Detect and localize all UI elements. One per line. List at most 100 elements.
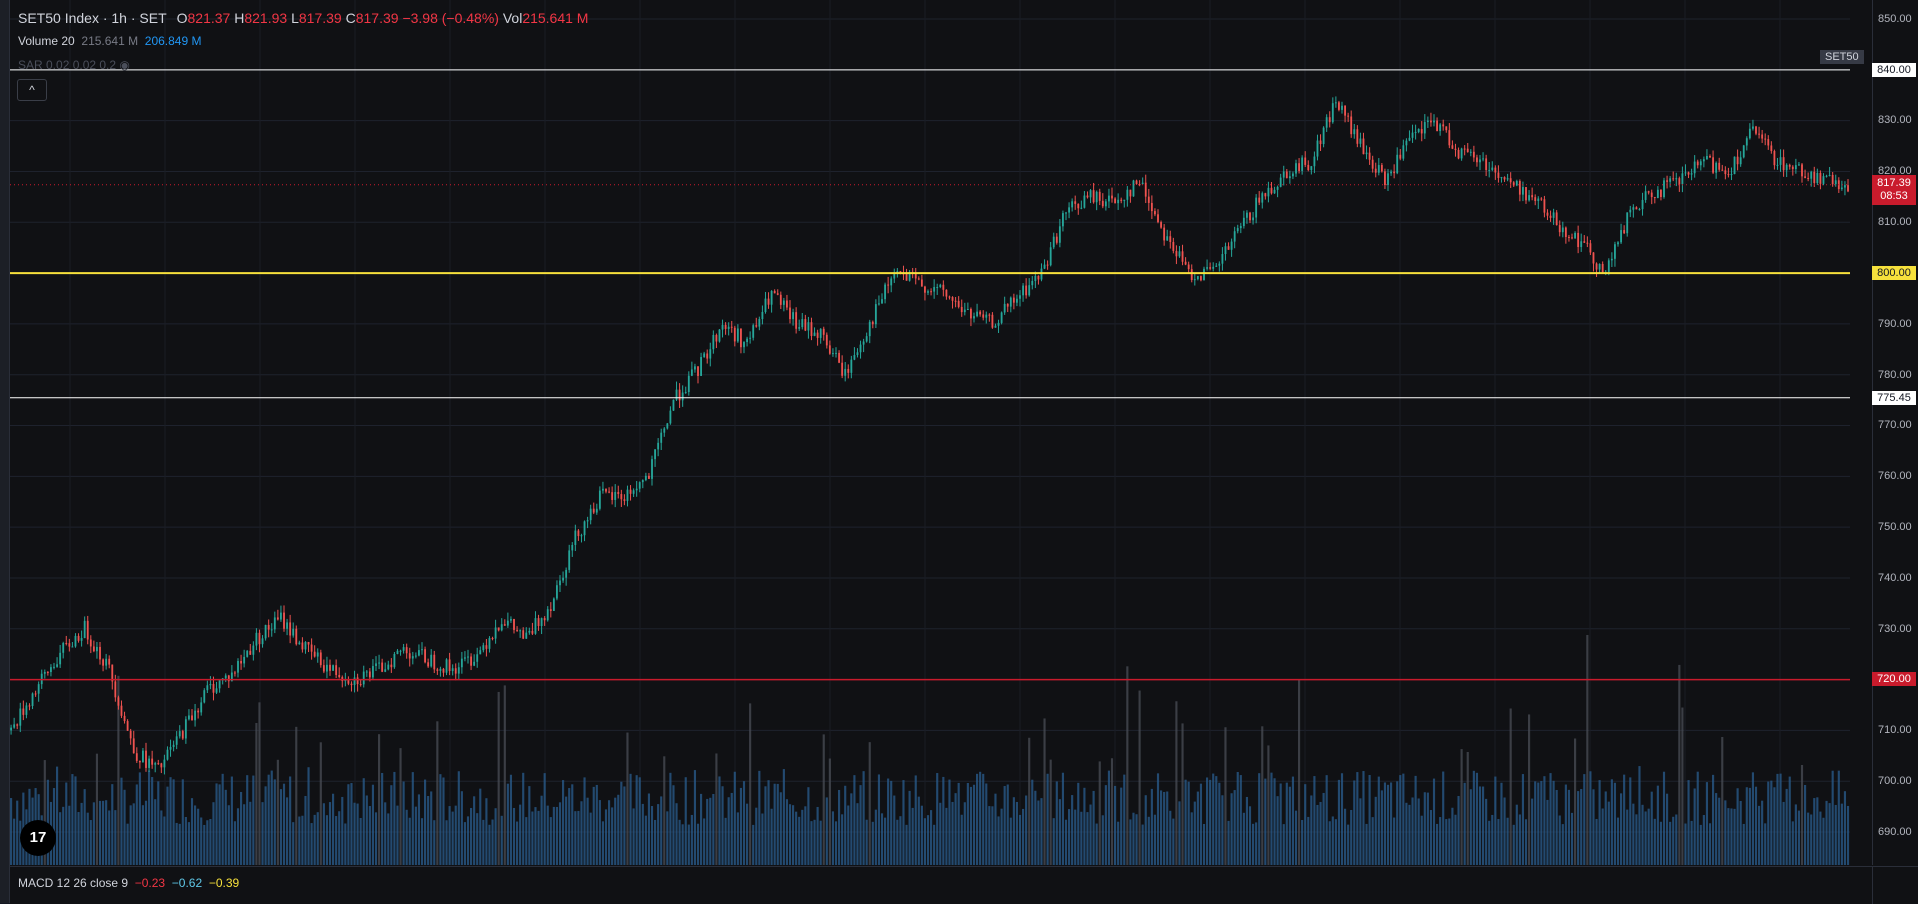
candle-body <box>1739 157 1742 165</box>
candle-body <box>390 664 393 668</box>
volume-bar <box>1068 809 1071 865</box>
macd-legend[interactable]: MACD 12 26 close 9 −0.23 −0.62 −0.39 <box>18 876 239 890</box>
volume-bar <box>1199 783 1203 865</box>
volume-bar <box>1616 817 1620 865</box>
candle-body <box>1773 151 1776 166</box>
candle-body <box>1506 178 1509 180</box>
candle-body <box>77 635 80 641</box>
chart-canvas[interactable] <box>10 0 1872 865</box>
tradingview-logo-icon[interactable]: 17 <box>20 820 56 856</box>
candle-body <box>954 300 957 302</box>
candle-body <box>841 362 844 376</box>
low-label: L <box>291 10 299 26</box>
price-axis[interactable] <box>1872 0 1918 865</box>
level-775-tag[interactable]: 775.45 <box>1872 391 1916 405</box>
candle-body <box>1288 176 1291 179</box>
volume-bar <box>1589 771 1592 865</box>
candle-body <box>1157 214 1159 223</box>
volume-bar <box>920 805 923 865</box>
volume-bar <box>362 778 365 865</box>
volume-bar <box>739 787 743 865</box>
candle-body <box>1380 165 1383 172</box>
volume-bar <box>1819 811 1822 865</box>
volume-bar <box>1601 808 1604 865</box>
hidden-eye-icon[interactable]: ◉ <box>119 58 130 72</box>
candle-body <box>387 664 390 670</box>
candle-body <box>491 638 494 640</box>
candle-body <box>135 753 138 761</box>
volume-bar <box>316 812 319 865</box>
volume-bar <box>1380 790 1383 865</box>
volume-bar <box>1840 803 1843 865</box>
volume-bar <box>736 812 739 865</box>
volume-bar <box>56 766 59 865</box>
level-800-tag[interactable]: 800.00 <box>1872 266 1916 280</box>
left-toolbar-strip[interactable] <box>0 0 10 903</box>
candle-body <box>1755 126 1757 134</box>
volume-bar <box>436 721 439 865</box>
candle-body <box>792 312 794 320</box>
volume-bar <box>595 784 598 865</box>
macd-pane[interactable] <box>10 866 1872 904</box>
candle-body <box>316 652 319 657</box>
candle-body <box>1147 196 1150 203</box>
axis-tick: 710.00 <box>1878 724 1912 736</box>
volume-bar <box>135 784 138 865</box>
candle-body <box>1810 171 1813 179</box>
sar-legend[interactable]: SAR 0.02 0.02 0.2 ◉ <box>18 58 130 72</box>
volume-bar <box>1506 817 1509 865</box>
volume-bar <box>1319 801 1322 865</box>
candle-body <box>1034 275 1037 281</box>
candle-body <box>871 321 874 325</box>
volume-bar <box>267 774 270 865</box>
volume-bar <box>350 783 353 865</box>
candle-body <box>1509 178 1512 183</box>
candle-body <box>1788 164 1791 167</box>
volume-bar <box>402 781 405 865</box>
candle-body <box>1745 138 1748 146</box>
collapse-legend-button[interactable]: ^ <box>17 79 47 101</box>
volume-bar <box>850 793 853 865</box>
volume-bar <box>172 779 175 865</box>
volume-bar <box>1644 811 1647 865</box>
volume-bar <box>126 823 129 865</box>
volume-bar <box>531 811 534 865</box>
volume-bar <box>1804 785 1807 865</box>
volume-bar <box>890 780 893 865</box>
candle-body <box>1012 297 1015 303</box>
volume-legend[interactable]: Volume 20 215.641 M 206.849 M <box>18 34 202 48</box>
volume-bar <box>951 801 954 865</box>
volume-bar <box>227 805 230 865</box>
symbol-title[interactable]: SET50 Index · 1h · SET <box>18 10 167 26</box>
candle-body <box>1178 251 1181 257</box>
volume-bar <box>1503 797 1506 865</box>
volume-bar <box>549 817 552 865</box>
axis-tick: 760.00 <box>1878 470 1912 482</box>
level-720-tag[interactable]: 720.00 <box>1872 672 1916 686</box>
volume-bar <box>1077 782 1080 865</box>
volume-bar <box>1230 793 1233 865</box>
volume-bar <box>1754 786 1758 865</box>
candle-body <box>1135 180 1138 185</box>
candle-body <box>322 665 325 672</box>
volume-bar <box>1721 736 1724 865</box>
candle-body <box>411 656 414 659</box>
volume-bar <box>347 784 350 865</box>
candle-body <box>1350 116 1353 135</box>
candle-body <box>1098 191 1101 201</box>
candle-body <box>184 719 187 739</box>
volume-bar <box>1110 758 1114 865</box>
price-chart[interactable] <box>10 0 1872 865</box>
candle-body <box>1120 199 1123 201</box>
candle-body <box>930 291 932 293</box>
volume-bar <box>1669 821 1672 865</box>
candle-body <box>970 308 972 319</box>
volume-bar <box>258 702 261 865</box>
candle-body <box>332 665 334 671</box>
candle-body <box>807 322 810 331</box>
volume-bar <box>325 815 329 865</box>
volume-bar <box>684 777 687 865</box>
volume-bar <box>1696 771 1699 865</box>
level-840-tag[interactable]: 840.00 <box>1872 63 1916 77</box>
